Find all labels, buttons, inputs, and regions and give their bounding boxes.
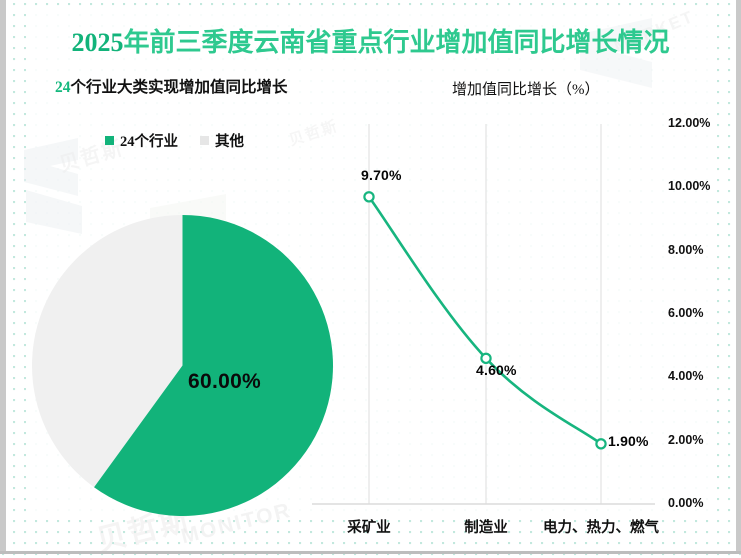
legend-label-other: 其他 xyxy=(215,134,244,150)
right-border xyxy=(736,0,741,552)
pie-chart-caption: 24个行业大类实现增加值同比增长 xyxy=(55,75,288,97)
data-point-value-label: 1.90% xyxy=(608,432,649,449)
page-title-year: 2025 xyxy=(71,28,124,57)
page-title-rest: 年前三季度云南省重点行业增加值同比增长情况 xyxy=(123,28,670,57)
y-axis-tick-label: 4.00% xyxy=(668,369,704,384)
legend-swatch-green xyxy=(105,136,114,145)
data-point-marker[interactable] xyxy=(480,352,492,365)
pie-chart xyxy=(32,215,333,516)
y-axis-tick-label: 10.00% xyxy=(668,179,711,194)
data-point-value-label: 4.60% xyxy=(476,362,517,379)
x-axis-tick-label: 电力、热力、燃气 xyxy=(543,520,659,536)
data-point-value-label: 9.70% xyxy=(361,166,402,183)
y-axis-tick-label: 2.00% xyxy=(668,432,704,447)
legend-item-industries[interactable]: 24个行业 xyxy=(105,130,178,151)
legend-item-other[interactable]: 其他 xyxy=(200,130,244,151)
line-chart-caption: 增加值同比增长（%） xyxy=(452,82,600,98)
data-point-marker[interactable] xyxy=(595,438,607,450)
pie-value-label: 60.00% xyxy=(188,370,262,393)
x-axis-tick-label: 采矿业 xyxy=(347,520,391,536)
pie-chart-svg xyxy=(32,215,333,516)
y-axis-tick-label: 12.00% xyxy=(668,116,711,130)
line-series-path xyxy=(367,195,603,446)
left-border xyxy=(0,0,6,552)
y-axis-tick-label: 6.00% xyxy=(668,306,704,320)
y-axis-tick-label: 0.00% xyxy=(668,496,704,510)
pie-slice-24-industries[interactable] xyxy=(94,215,333,516)
legend-label-industries: 24个行业 xyxy=(120,134,178,150)
pie-caption-number: 24 xyxy=(55,79,71,96)
pie-legend: 24个行业 其他 xyxy=(105,130,244,151)
bottom-border xyxy=(0,551,741,554)
legend-swatch-gray xyxy=(200,136,209,145)
pie-caption-text: 个行业大类实现增加值同比增长 xyxy=(70,79,288,96)
line-chart-svg xyxy=(312,124,655,505)
page-title: 2025年前三季度云南省重点行业增加值同比增长情况 xyxy=(0,22,741,59)
pie-slice-other[interactable] xyxy=(32,215,183,488)
y-axis-tick-label: 8.00% xyxy=(668,242,704,257)
line-chart: 0.00% 2.00% 4.00% 6.00% 8.00% 10.00% 12.00% 采矿业… xyxy=(300,104,710,536)
data-point-marker[interactable] xyxy=(363,191,375,203)
x-axis-tick-label: 制造业 xyxy=(464,520,508,536)
